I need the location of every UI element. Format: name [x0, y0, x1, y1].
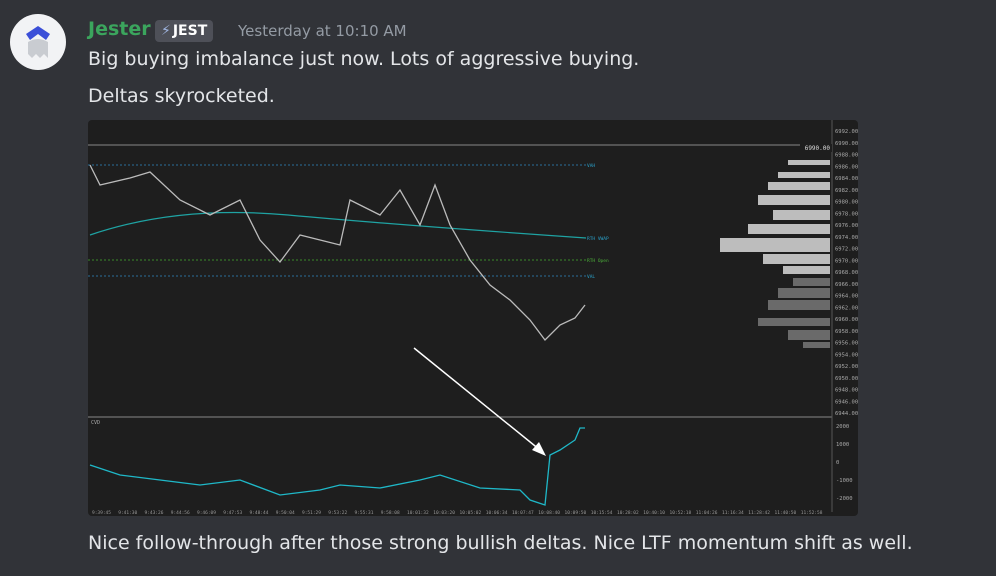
level-label: RTH Open	[587, 258, 609, 264]
time-label: 10:28:02	[617, 510, 639, 516]
time-label: 10:07:47	[512, 510, 534, 516]
time-label: 10:05:02	[460, 510, 482, 516]
price-label: 6968.00	[835, 270, 858, 276]
cvd-tick-label: 2000	[836, 424, 849, 430]
price-label: 6978.00	[835, 211, 858, 217]
price-label: 6976.00	[835, 223, 858, 229]
time-label: 9:41:30	[118, 510, 137, 516]
level-label: RTH VWAP	[587, 236, 609, 242]
price-label: 6964.00	[835, 294, 858, 300]
time-label: 10:01:32	[407, 510, 429, 516]
cvd-tick-label: 1000	[836, 442, 849, 448]
cvd-tick-label: 0	[836, 460, 839, 466]
price-label: 6986.00	[835, 164, 858, 170]
time-label: 9:46:09	[197, 510, 216, 516]
message-line: Deltas skyrocketed.	[88, 85, 275, 107]
time-label: 11:04:26	[696, 510, 718, 516]
price-label: 6972.00	[835, 247, 858, 253]
cvd-tick-label: -2000	[836, 496, 853, 502]
time-label: 11:40:50	[775, 510, 797, 516]
price-label: 6958.00	[835, 329, 858, 335]
price-label: 6946.00	[835, 399, 858, 405]
level-label: VAL	[587, 274, 595, 280]
time-label: 9:55:31	[355, 510, 374, 516]
author[interactable]: Jester	[88, 18, 151, 40]
price-marker: 6990.00	[805, 145, 831, 152]
time-label: 10:03:20	[433, 510, 455, 516]
time-label: 10:52:18	[670, 510, 692, 516]
time-label: 9:51:29	[302, 510, 321, 516]
time-label: 9:44:56	[171, 510, 190, 516]
time-label: 9:48:44	[250, 510, 269, 516]
price-label: 6960.00	[835, 317, 858, 323]
price-label: 6944.00	[835, 411, 858, 417]
time-label: 11:28:42	[748, 510, 770, 516]
avatar	[10, 14, 66, 70]
chart-image[interactable]: 6992.00 6990.00 6988.00 6986.00 6984.00 6982.…	[88, 120, 858, 516]
time-label: 9:50:04	[276, 510, 295, 516]
level-label: VAH	[587, 163, 595, 169]
time-label: 9:47:53	[223, 510, 242, 516]
time-label: 10:06:34	[486, 510, 508, 516]
time-label: 11:16:34	[722, 510, 744, 516]
time-label: 11:52:58	[801, 510, 823, 516]
price-label: 6992.00	[835, 129, 858, 135]
price-label: 6990.00	[835, 141, 858, 147]
cvd-label: CVD	[91, 420, 100, 426]
cvd-tick-label: -1000	[836, 478, 853, 484]
badge-text: JEST	[172, 23, 208, 39]
price-label: 6982.00	[835, 188, 858, 194]
price-label: 6970.00	[835, 258, 858, 264]
price-label: 6952.00	[835, 364, 858, 370]
time-label: 10:09:50	[565, 510, 587, 516]
time-label: 9:58:08	[381, 510, 400, 516]
price-label: 6984.00	[835, 176, 858, 182]
price-label: 6974.00	[835, 235, 858, 241]
time-label: 9:43:26	[145, 510, 164, 516]
time-label: 10:15:54	[591, 510, 613, 516]
message-line: Nice follow-through after those strong b…	[88, 532, 913, 554]
price-label: 6948.00	[835, 388, 858, 394]
price-label: 6956.00	[835, 341, 858, 347]
price-label: 6966.00	[835, 282, 858, 288]
price-label: 6950.00	[835, 376, 858, 382]
price-label: 6980.00	[835, 200, 858, 206]
price-label: 6988.00	[835, 153, 858, 159]
price-label: 6954.00	[835, 352, 858, 358]
time-label: 9:53:22	[328, 510, 347, 516]
time-label: 10:40:10	[643, 510, 665, 516]
price-label: 6962.00	[835, 305, 858, 311]
time-label: 9:39:45	[92, 510, 111, 516]
timestamp: Yesterday at 10:10 AM	[238, 22, 407, 40]
message-line: Big buying imbalance just now. Lots of a…	[88, 48, 640, 70]
badge[interactable]: ⚡ JEST	[155, 20, 214, 42]
time-label: 10:08:40	[538, 510, 560, 516]
